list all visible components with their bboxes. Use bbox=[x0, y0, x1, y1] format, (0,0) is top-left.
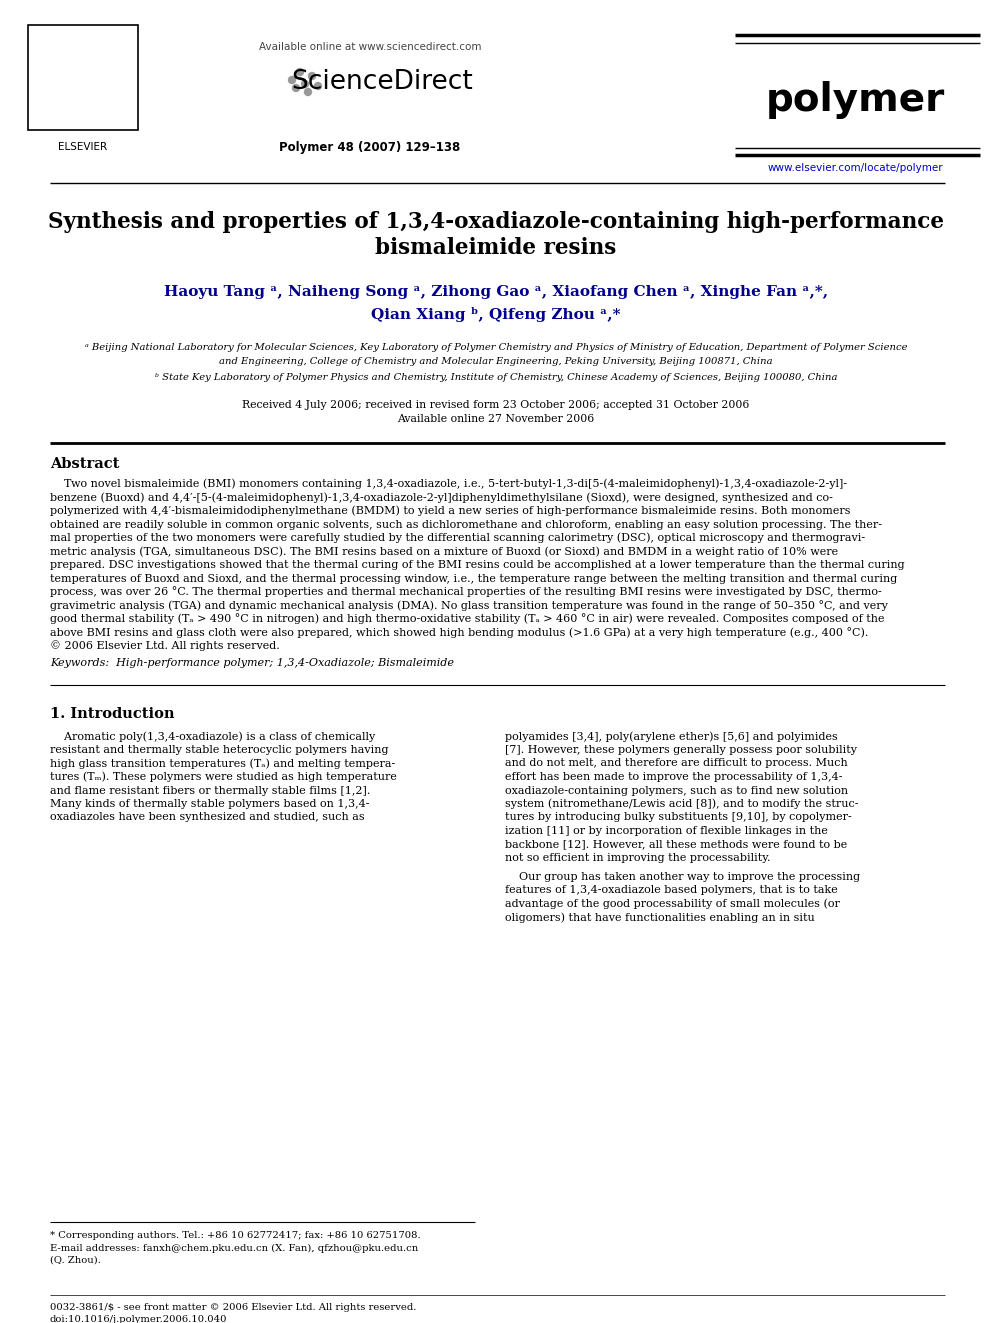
Text: © 2006 Elsevier Ltd. All rights reserved.: © 2006 Elsevier Ltd. All rights reserved… bbox=[50, 640, 280, 651]
Text: oxadiazole-containing polymers, such as to find new solution: oxadiazole-containing polymers, such as … bbox=[505, 786, 848, 795]
Circle shape bbox=[297, 69, 304, 75]
Text: Synthesis and properties of 1,3,4-oxadiazole-containing high-performance: Synthesis and properties of 1,3,4-oxadia… bbox=[48, 210, 944, 233]
Text: obtained are readily soluble in common organic solvents, such as dichloromethane: obtained are readily soluble in common o… bbox=[50, 520, 882, 529]
Text: prepared. DSC investigations showed that the thermal curing of the BMI resins co: prepared. DSC investigations showed that… bbox=[50, 560, 905, 570]
Circle shape bbox=[314, 82, 321, 90]
Text: ELSEVIER: ELSEVIER bbox=[59, 142, 107, 152]
Text: tures by introducing bulky substituents [9,10], by copolymer-: tures by introducing bulky substituents … bbox=[505, 812, 852, 823]
Text: features of 1,3,4-oxadiazole based polymers, that is to take: features of 1,3,4-oxadiazole based polym… bbox=[505, 885, 838, 896]
Text: (Q. Zhou).: (Q. Zhou). bbox=[50, 1256, 101, 1265]
Circle shape bbox=[305, 89, 311, 95]
Text: Polymer 48 (2007) 129–138: Polymer 48 (2007) 129–138 bbox=[280, 142, 460, 155]
Text: Available online 27 November 2006: Available online 27 November 2006 bbox=[398, 414, 594, 423]
Text: not so efficient in improving the processability.: not so efficient in improving the proces… bbox=[505, 853, 771, 863]
Text: resistant and thermally stable heterocyclic polymers having: resistant and thermally stable heterocyc… bbox=[50, 745, 389, 755]
Text: good thermal stability (Tₐ > 490 °C in nitrogen) and high thermo-oxidative stabi: good thermal stability (Tₐ > 490 °C in n… bbox=[50, 614, 885, 624]
Text: and flame resistant fibers or thermally stable films [1,2].: and flame resistant fibers or thermally … bbox=[50, 786, 370, 795]
Text: 0032-3861/$ - see front matter © 2006 Elsevier Ltd. All rights reserved.: 0032-3861/$ - see front matter © 2006 El… bbox=[50, 1303, 417, 1312]
Text: advantage of the good processability of small molecules (or: advantage of the good processability of … bbox=[505, 898, 840, 909]
Text: doi:10.1016/j.polymer.2006.10.040: doi:10.1016/j.polymer.2006.10.040 bbox=[50, 1315, 227, 1323]
Text: E-mail addresses: fanxh@chem.pku.edu.cn (X. Fan), qfzhou@pku.edu.cn: E-mail addresses: fanxh@chem.pku.edu.cn … bbox=[50, 1244, 419, 1253]
Text: and do not melt, and therefore are difficult to process. Much: and do not melt, and therefore are diffi… bbox=[505, 758, 848, 769]
Bar bbox=[28, 25, 138, 130]
Text: Available online at www.sciencedirect.com: Available online at www.sciencedirect.co… bbox=[259, 42, 481, 52]
Text: tures (Tₘ). These polymers were studied as high temperature: tures (Tₘ). These polymers were studied … bbox=[50, 771, 397, 782]
Text: oxadiazoles have been synthesized and studied, such as: oxadiazoles have been synthesized and st… bbox=[50, 812, 365, 823]
Circle shape bbox=[293, 85, 300, 91]
Circle shape bbox=[302, 81, 309, 87]
Text: high glass transition temperatures (Tₐ) and melting tempera-: high glass transition temperatures (Tₐ) … bbox=[50, 758, 395, 769]
Text: ization [11] or by incorporation of flexible linkages in the: ization [11] or by incorporation of flex… bbox=[505, 826, 828, 836]
Text: benzene (Buoxd) and 4,4′-[5-(4-maleimidophenyl)-1,3,4-oxadiazole-2-yl]diphenyldi: benzene (Buoxd) and 4,4′-[5-(4-maleimido… bbox=[50, 492, 833, 503]
Text: www.elsevier.com/locate/polymer: www.elsevier.com/locate/polymer bbox=[767, 163, 942, 173]
Text: oligomers) that have functionalities enabling an in situ: oligomers) that have functionalities ena… bbox=[505, 912, 814, 922]
Text: * Corresponding authors. Tel.: +86 10 62772417; fax: +86 10 62751708.: * Corresponding authors. Tel.: +86 10 62… bbox=[50, 1232, 421, 1241]
Text: ᵃ Beijing National Laboratory for Molecular Sciences, Key Laboratory of Polymer : ᵃ Beijing National Laboratory for Molecu… bbox=[84, 344, 908, 352]
Text: Our group has taken another way to improve the processing: Our group has taken another way to impro… bbox=[505, 872, 860, 882]
Text: ScienceDirect: ScienceDirect bbox=[291, 69, 473, 95]
Text: temperatures of Buoxd and Sioxd, and the thermal processing window, i.e., the te: temperatures of Buoxd and Sioxd, and the… bbox=[50, 573, 897, 583]
Text: mal properties of the two monomers were carefully studied by the differential sc: mal properties of the two monomers were … bbox=[50, 533, 865, 544]
Text: Many kinds of thermally stable polymers based on 1,3,4-: Many kinds of thermally stable polymers … bbox=[50, 799, 369, 808]
Text: backbone [12]. However, all these methods were found to be: backbone [12]. However, all these method… bbox=[505, 840, 847, 849]
Text: 1. Introduction: 1. Introduction bbox=[50, 708, 175, 721]
Circle shape bbox=[309, 73, 315, 79]
Text: ᵇ State Key Laboratory of Polymer Physics and Chemistry, Institute of Chemistry,: ᵇ State Key Laboratory of Polymer Physic… bbox=[155, 373, 837, 382]
Circle shape bbox=[289, 77, 296, 83]
Text: system (nitromethane/Lewis acid [8]), and to modify the struc-: system (nitromethane/Lewis acid [8]), an… bbox=[505, 799, 858, 810]
Text: Qian Xiang ᵇ, Qifeng Zhou ᵃ,*: Qian Xiang ᵇ, Qifeng Zhou ᵃ,* bbox=[371, 307, 621, 321]
Text: metric analysis (TGA, simultaneous DSC). The BMI resins based on a mixture of Bu: metric analysis (TGA, simultaneous DSC).… bbox=[50, 546, 838, 557]
Text: Aromatic poly(1,3,4-oxadiazole) is a class of chemically: Aromatic poly(1,3,4-oxadiazole) is a cla… bbox=[50, 732, 375, 742]
Text: effort has been made to improve the processability of 1,3,4-: effort has been made to improve the proc… bbox=[505, 773, 842, 782]
Text: [7]. However, these polymers generally possess poor solubility: [7]. However, these polymers generally p… bbox=[505, 745, 857, 755]
Text: polymerized with 4,4′-bismaleimidodiphenylmethane (BMDM) to yield a new series o: polymerized with 4,4′-bismaleimidodiphen… bbox=[50, 505, 850, 516]
Text: above BMI resins and glass cloth were also prepared, which showed high bending m: above BMI resins and glass cloth were al… bbox=[50, 627, 868, 638]
Text: gravimetric analysis (TGA) and dynamic mechanical analysis (DMA). No glass trans: gravimetric analysis (TGA) and dynamic m… bbox=[50, 601, 888, 611]
Text: Abstract: Abstract bbox=[50, 456, 119, 471]
Text: Two novel bismaleimide (BMI) monomers containing 1,3,4-oxadiazole, i.e., 5-tert-: Two novel bismaleimide (BMI) monomers co… bbox=[50, 479, 847, 490]
Text: and Engineering, College of Chemistry and Molecular Engineering, Peking Universi: and Engineering, College of Chemistry an… bbox=[219, 357, 773, 366]
Text: Haoyu Tang ᵃ, Naiheng Song ᵃ, Zihong Gao ᵃ, Xiaofang Chen ᵃ, Xinghe Fan ᵃ,*,: Haoyu Tang ᵃ, Naiheng Song ᵃ, Zihong Gao… bbox=[164, 284, 828, 299]
Text: Keywords:  High-performance polymer; 1,3,4-Oxadiazole; Bismaleimide: Keywords: High-performance polymer; 1,3,… bbox=[50, 658, 454, 668]
Text: process, was over 26 °C. The thermal properties and thermal mechanical propertie: process, was over 26 °C. The thermal pro… bbox=[50, 586, 882, 598]
Text: bismaleimide resins: bismaleimide resins bbox=[375, 237, 617, 259]
Text: Received 4 July 2006; received in revised form 23 October 2006; accepted 31 Octo: Received 4 July 2006; received in revise… bbox=[242, 400, 750, 410]
Text: polyamides [3,4], poly(arylene ether)s [5,6] and polyimides: polyamides [3,4], poly(arylene ether)s [… bbox=[505, 732, 838, 742]
Text: polymer: polymer bbox=[766, 81, 944, 119]
